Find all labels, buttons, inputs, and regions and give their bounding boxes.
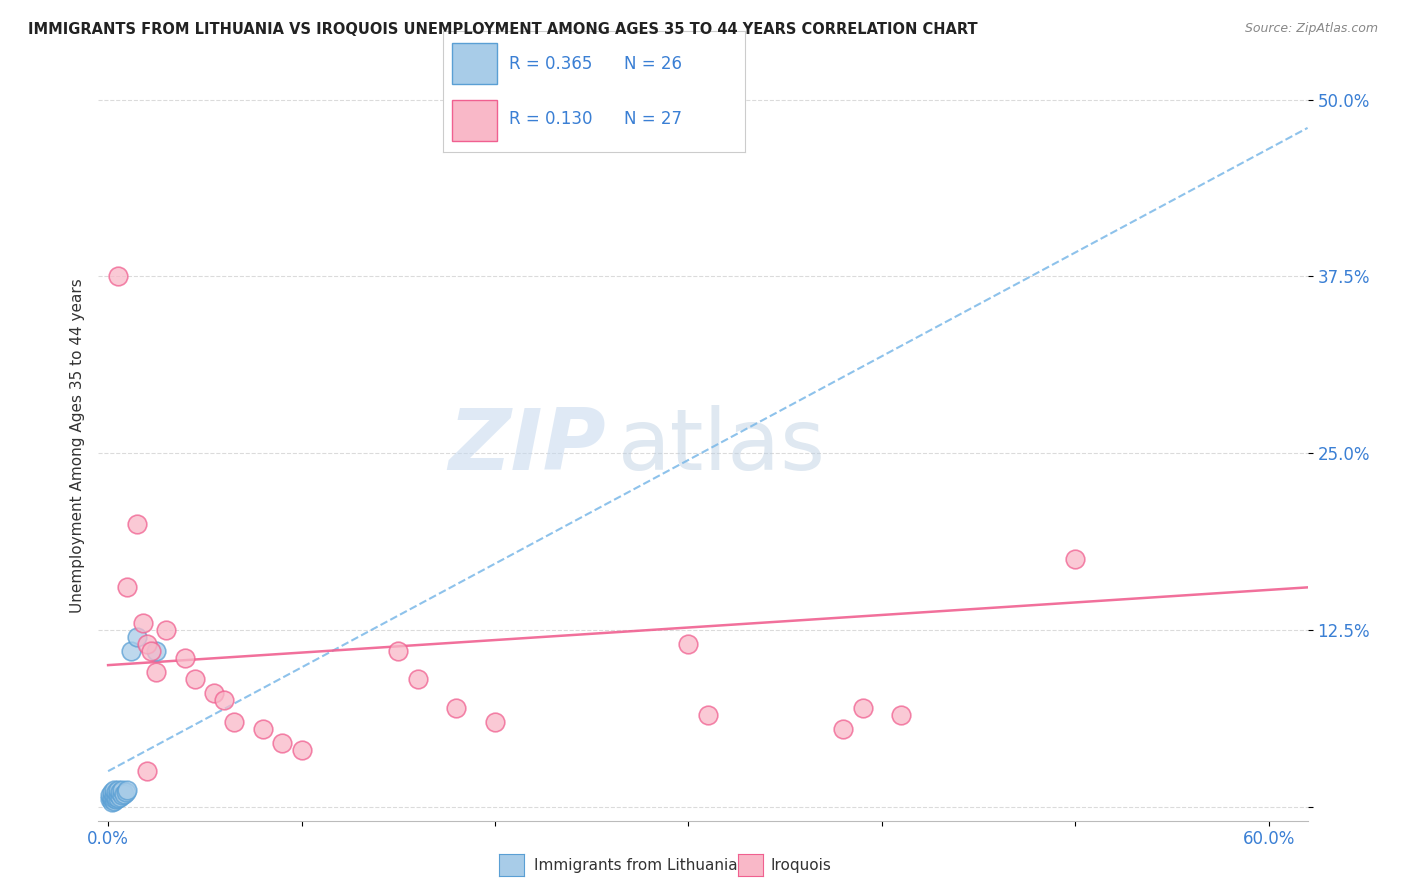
- Point: [103, 791, 125, 805]
- Point: [484, 714, 506, 729]
- Point: [108, 785, 131, 799]
- Point: [104, 789, 127, 804]
- Point: [132, 615, 155, 630]
- Point: [135, 637, 157, 651]
- Point: [101, 792, 124, 806]
- Point: [139, 644, 162, 658]
- Text: N = 27: N = 27: [624, 110, 682, 128]
- Text: R = 0.365: R = 0.365: [509, 54, 593, 73]
- Point: [252, 722, 274, 736]
- Point: [155, 623, 177, 637]
- Point: [271, 736, 294, 750]
- Point: [204, 686, 226, 700]
- Point: [107, 782, 129, 797]
- Point: [101, 795, 124, 809]
- Point: [117, 580, 139, 594]
- Point: [107, 787, 129, 801]
- Text: atlas: atlas: [619, 404, 827, 488]
- Point: [112, 787, 135, 801]
- Point: [290, 743, 312, 757]
- Text: N = 26: N = 26: [624, 54, 682, 73]
- Point: [212, 693, 235, 707]
- Point: [111, 788, 134, 802]
- Text: R = 0.130: R = 0.130: [509, 110, 593, 128]
- Point: [406, 673, 429, 687]
- Point: [107, 791, 129, 805]
- Text: Source: ZipAtlas.com: Source: ZipAtlas.com: [1244, 22, 1378, 36]
- Point: [103, 794, 125, 808]
- Point: [852, 700, 875, 714]
- Point: [1064, 552, 1087, 566]
- Point: [678, 637, 700, 651]
- Point: [127, 630, 149, 644]
- Point: [222, 714, 245, 729]
- FancyBboxPatch shape: [451, 100, 498, 141]
- FancyBboxPatch shape: [451, 44, 498, 84]
- Point: [98, 788, 121, 802]
- Text: ZIP: ZIP: [449, 404, 606, 488]
- Point: [145, 644, 167, 658]
- Y-axis label: Unemployment Among Ages 35 to 44 years: Unemployment Among Ages 35 to 44 years: [69, 278, 84, 614]
- Point: [107, 269, 129, 284]
- Point: [104, 785, 127, 799]
- Point: [890, 707, 912, 722]
- Point: [108, 789, 131, 804]
- Point: [117, 782, 139, 797]
- Point: [101, 785, 124, 799]
- Point: [120, 644, 142, 658]
- Point: [101, 789, 124, 804]
- Point: [145, 665, 167, 680]
- Point: [114, 785, 136, 799]
- Point: [98, 792, 121, 806]
- Point: [696, 707, 718, 722]
- Point: [174, 651, 197, 665]
- Point: [387, 644, 409, 658]
- Point: [103, 788, 125, 802]
- Point: [104, 792, 127, 806]
- Point: [103, 782, 125, 797]
- Point: [184, 673, 207, 687]
- Text: IMMIGRANTS FROM LITHUANIA VS IROQUOIS UNEMPLOYMENT AMONG AGES 35 TO 44 YEARS COR: IMMIGRANTS FROM LITHUANIA VS IROQUOIS UN…: [28, 22, 977, 37]
- Text: Iroquois: Iroquois: [770, 858, 831, 872]
- Point: [127, 516, 149, 531]
- Point: [111, 782, 134, 797]
- Point: [135, 764, 157, 779]
- Text: Immigrants from Lithuania: Immigrants from Lithuania: [534, 858, 738, 872]
- Point: [446, 700, 468, 714]
- Point: [832, 722, 855, 736]
